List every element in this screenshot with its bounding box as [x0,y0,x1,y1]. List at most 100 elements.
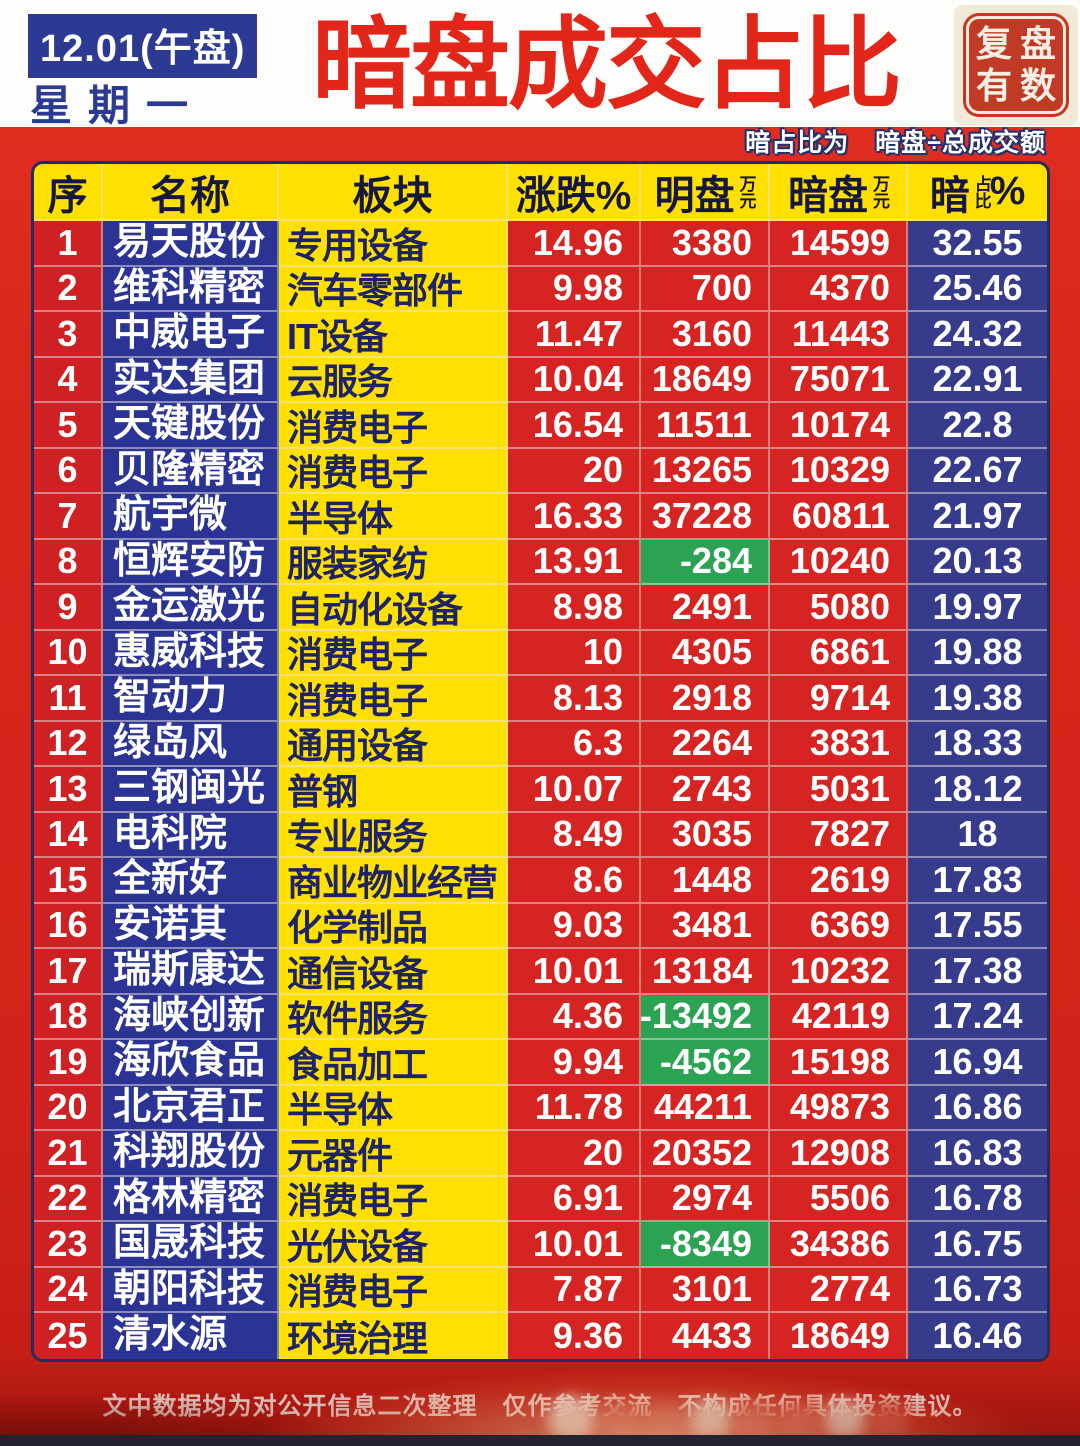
dark-pool-value: 11443 [770,312,908,358]
dark-ratio-value: 32.55 [908,221,1047,267]
stock-name: 绿岛风 [103,721,279,767]
bright-pool-value: 3101 [641,1267,770,1313]
sector-label: 消费电子 [279,1267,508,1313]
stock-name: 航宇微 [103,494,279,540]
row-index: 14 [34,812,103,858]
stock-name: 天键股份 [103,403,279,449]
formula-note: 暗占比为 暗盘÷总成交额 [745,129,1046,157]
col-header-dark: 暗盘 万元 [770,164,908,221]
sector-label: 专业服务 [279,812,508,858]
dark-ratio-value: 18.33 [908,721,1047,767]
stock-name: 安诺其 [103,903,279,949]
row-index: 15 [34,858,103,904]
dark-pool-value: 49873 [770,1085,908,1131]
dark-pool-value: 10232 [770,949,908,995]
change-pct-value: 9.94 [508,1040,641,1086]
dark-pool-value: 14599 [770,221,908,267]
bright-pool-value: 3160 [641,312,770,358]
stock-name: 海欣食品 [103,1040,279,1086]
row-index: 10 [34,630,103,676]
dark-pool-value: 7827 [770,812,908,858]
dark-ratio-value: 22.67 [908,448,1047,494]
change-pct-value: 4.36 [508,994,641,1040]
dark-pool-value: 34386 [770,1222,908,1268]
change-pct-value: 6.3 [508,721,641,767]
sector-label: 自动化设备 [279,585,508,631]
row-index: 18 [34,994,103,1040]
sector-label: 云服务 [279,357,508,403]
stock-name: 恒辉安防 [103,539,279,585]
dark-pool-value: 6369 [770,903,908,949]
stock-name: 瑞斯康达 [103,949,279,995]
bright-pool-value: -4562 [641,1040,770,1086]
stock-name: 金运激光 [103,585,279,631]
change-pct-value: 10.01 [508,949,641,995]
change-pct-value: 11.78 [508,1085,641,1131]
watermark-blob [601,1402,639,1438]
bright-pool-value: -8349 [641,1222,770,1268]
change-pct-value: 9.36 [508,1313,641,1359]
dark-ratio-value: 16.46 [908,1313,1047,1359]
col-header-ratio-pct: % [989,169,1026,213]
dark-ratio-value: 17.38 [908,949,1047,995]
row-index: 22 [34,1176,103,1222]
col-header-bright-unit: 万元 [736,174,756,209]
bright-pool-value: 2491 [641,585,770,631]
sector-label: 消费电子 [279,448,508,494]
watermark-blob [736,1402,774,1438]
dark-pool-value: 12908 [770,1131,908,1177]
change-pct-value: 10.01 [508,1222,641,1268]
change-pct-value: 11.47 [508,312,641,358]
sector-label: 普钢 [279,767,508,813]
sector-label: 消费电子 [279,676,508,722]
row-index: 24 [34,1267,103,1313]
col-header-name: 名称 [103,164,279,221]
bright-pool-value: -13492 [640,994,770,1040]
dark-pool-value: 6861 [770,630,908,676]
col-header-dark-label: 暗盘 [788,173,868,218]
row-index: 4 [34,357,103,403]
bright-pool-value: 37228 [641,494,770,540]
dark-pool-value: 2774 [770,1267,908,1313]
bright-pool-value: 11511 [641,403,770,449]
change-pct-value: 14.96 [508,221,641,267]
col-header-ratio: 暗 占比 % [908,164,1047,221]
row-index: 21 [34,1131,103,1177]
dark-pool-value: 4370 [770,266,908,312]
sector-label: 半导体 [279,1085,508,1131]
dark-ratio-value: 16.83 [908,1131,1047,1177]
bright-pool-value: 4433 [641,1313,770,1359]
seal-text-top: 复盘 [975,23,1064,64]
stock-name: 贝隆精密 [103,448,279,494]
dark-pool-value: 2619 [770,858,908,904]
watermark-blob [871,1402,909,1438]
watermark-blob [826,1402,864,1438]
stock-name: 智动力 [103,676,279,722]
weekday-label: 星期一 [30,82,205,129]
row-index: 7 [34,494,103,540]
dark-pool-value: 42119 [770,994,908,1040]
stock-name: 格林精密 [103,1176,279,1222]
col-header-bright-label: 明盘 [654,173,735,218]
dark-ratio-value: 18 [908,812,1047,858]
dark-ratio-value: 19.38 [908,676,1047,722]
bright-pool-value: 2264 [641,721,770,767]
page-title: 暗盘成交占比 [312,9,902,121]
change-pct-value: 16.33 [508,494,641,540]
stock-name: 海峡创新 [103,994,279,1040]
watermark-blob [691,1402,729,1438]
dark-ratio-value: 16.78 [908,1176,1047,1222]
change-pct-value: 7.87 [508,1267,641,1313]
stock-name: 易天股份 [103,221,279,267]
change-pct-value: 10.07 [508,767,641,813]
stock-name: 北京君正 [103,1085,279,1131]
dark-ratio-value: 16.94 [908,1040,1047,1086]
bright-pool-value: 2974 [641,1176,770,1222]
dark-ratio-value: 16.75 [908,1222,1047,1268]
row-index: 3 [34,312,103,358]
row-index: 13 [34,767,103,813]
stock-name: 清水源 [103,1313,279,1359]
row-index: 11 [34,676,103,722]
sector-label: 消费电子 [279,403,508,449]
col-header-change: 涨跌% [508,164,641,221]
